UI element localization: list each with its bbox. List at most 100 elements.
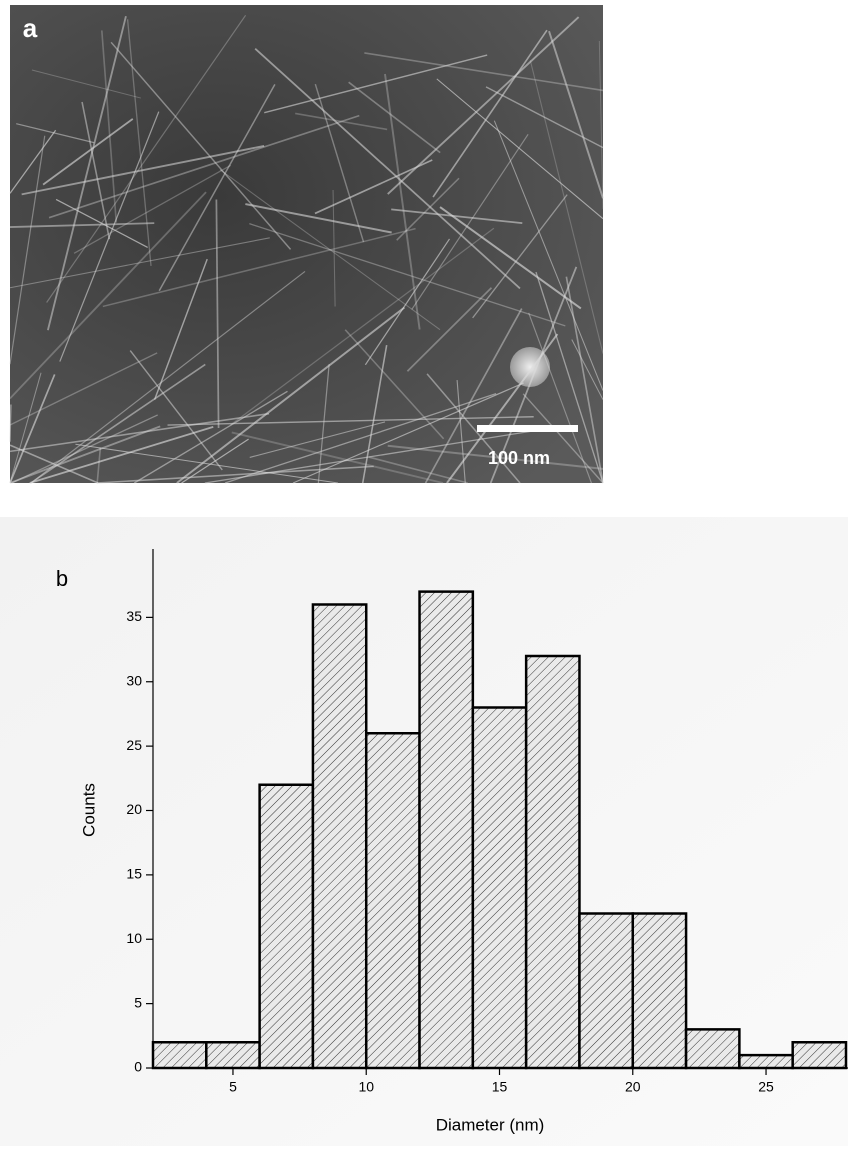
fiber <box>368 456 468 484</box>
fiber <box>9 425 161 484</box>
fiber <box>181 438 249 484</box>
fiber <box>406 287 493 372</box>
fiber <box>361 344 388 484</box>
y-tick-label: 30 <box>126 672 142 688</box>
x-tick-label: 15 <box>492 1079 508 1095</box>
scale-bar <box>477 425 578 432</box>
fiber <box>472 194 568 319</box>
fiber <box>485 86 604 149</box>
bar <box>311 603 368 1070</box>
fiber <box>292 382 524 484</box>
bar <box>631 912 688 1070</box>
fiber <box>9 352 158 426</box>
fiber <box>384 73 421 330</box>
bar <box>258 783 315 1070</box>
fiber <box>9 129 57 194</box>
fiber <box>529 60 604 354</box>
y-tick-label: 5 <box>134 994 142 1010</box>
bar <box>151 1041 208 1070</box>
fiber <box>254 48 521 290</box>
fiber <box>9 372 42 484</box>
fiber <box>411 134 529 310</box>
fiber <box>96 465 374 484</box>
fiber <box>314 159 433 215</box>
fiber <box>9 444 99 484</box>
fiber <box>219 169 441 331</box>
fiber <box>176 306 406 484</box>
fiber <box>264 54 488 114</box>
fiber <box>364 52 604 92</box>
fiber <box>126 19 152 267</box>
fiber <box>245 203 392 234</box>
fiber <box>348 81 441 154</box>
fiber <box>29 426 214 484</box>
fiber <box>9 237 270 289</box>
fiber <box>73 164 232 254</box>
fiber <box>432 29 548 198</box>
fiber <box>204 430 535 484</box>
fiber <box>215 199 220 428</box>
y-tick-label: 15 <box>126 866 142 882</box>
fiber <box>332 189 336 307</box>
x-tick-label: 20 <box>625 1079 641 1095</box>
tem-image: 100 nm a <box>9 5 604 484</box>
fiber <box>11 414 158 484</box>
x-tick-label: 5 <box>229 1079 237 1095</box>
fiber <box>231 431 444 484</box>
fiber <box>96 447 102 484</box>
fiber <box>81 101 111 240</box>
fiber <box>317 363 330 484</box>
fiber <box>30 363 206 484</box>
fiber <box>224 393 497 484</box>
fiber <box>42 118 134 186</box>
fiber <box>364 238 451 366</box>
fiber <box>456 380 466 484</box>
fiber <box>387 16 580 195</box>
x-tick-label: 10 <box>358 1079 374 1095</box>
fiber <box>565 276 604 484</box>
fiber <box>493 120 604 391</box>
fiber <box>439 206 582 310</box>
fiber <box>295 112 388 131</box>
fiber <box>46 15 127 331</box>
fiber <box>9 135 46 365</box>
fiber <box>55 198 148 248</box>
fiber <box>129 350 223 471</box>
fiber <box>344 329 445 440</box>
fiber <box>522 393 604 484</box>
fiber <box>528 312 592 484</box>
bar <box>471 706 528 1070</box>
bar <box>791 1041 848 1070</box>
fiber <box>9 404 12 442</box>
fiber <box>548 30 604 199</box>
fiber <box>391 208 523 224</box>
y-tick-label: 20 <box>126 801 142 817</box>
bar <box>684 1028 741 1070</box>
fiber <box>100 30 118 223</box>
fiber <box>167 416 534 426</box>
fiber <box>9 374 56 484</box>
fiber <box>387 444 604 470</box>
x-tick-label: 25 <box>758 1079 774 1095</box>
fiber <box>426 373 521 484</box>
fiber <box>396 177 460 241</box>
fiber <box>598 40 604 209</box>
fiber <box>30 270 306 484</box>
fiber <box>424 308 523 484</box>
fiber <box>16 123 95 144</box>
bar <box>205 1041 261 1070</box>
fiber <box>75 443 339 484</box>
fiber <box>436 78 604 220</box>
fiber <box>489 266 578 484</box>
fiber <box>158 84 276 292</box>
fiber <box>9 412 270 453</box>
bar <box>524 654 581 1070</box>
fiber <box>48 114 360 219</box>
panel-label: b <box>56 566 68 591</box>
fiber <box>59 111 160 362</box>
fiber <box>535 271 604 484</box>
bar <box>738 1053 794 1070</box>
fiber <box>9 191 207 400</box>
scale-bar-label: 100 nm <box>488 448 550 468</box>
